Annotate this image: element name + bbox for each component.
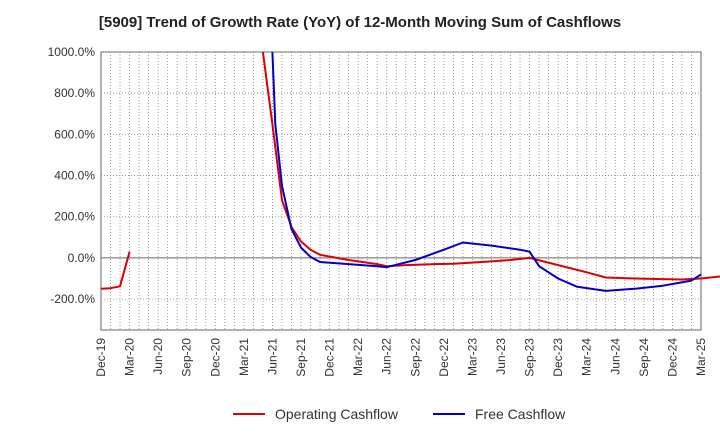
x-tick-label: Dec-20 — [208, 338, 222, 377]
x-tick-label: Dec-19 — [94, 338, 108, 377]
x-tick-label: Dec-24 — [665, 338, 679, 377]
x-tick-label: Jun-23 — [494, 338, 508, 375]
axis-layer: -200.0% 0.0% 200.0% 400.0% 600.0% 800.0% 1000.… — [48, 45, 708, 377]
legend-label: Free Cashflow — [475, 406, 566, 422]
series-line-0 — [100, 51, 720, 290]
y-tick-label: -200.0% — [50, 292, 95, 306]
legend-layer: Operating Cashflow Free Cashflow — [233, 406, 566, 422]
y-tick-label: 1000.0% — [48, 45, 96, 59]
x-tick-label: Jun-24 — [608, 338, 622, 375]
x-tick-label: Sep-24 — [637, 338, 651, 377]
y-tick-label: 400.0% — [54, 169, 95, 183]
grid-layer — [100, 51, 702, 331]
x-tick-label: Sep-22 — [408, 338, 422, 377]
series-line-1 — [271, 51, 702, 292]
x-tick-label: Mar-22 — [351, 338, 365, 376]
y-tick-label: 200.0% — [54, 210, 95, 224]
x-tick-label: Jun-21 — [265, 338, 279, 375]
x-tick-label: Sep-20 — [180, 338, 194, 377]
x-tick-label: Mar-24 — [580, 338, 594, 376]
x-tick-label: Jun-20 — [151, 338, 165, 375]
x-tick-label: Mar-25 — [694, 338, 708, 376]
chart-title: [5909] Trend of Growth Rate (YoY) of 12-… — [98, 14, 622, 31]
x-tick-label: Dec-21 — [323, 338, 337, 377]
series-layer — [100, 51, 720, 292]
legend-label: Operating Cashflow — [275, 406, 399, 422]
x-tick-label: Sep-23 — [523, 338, 537, 377]
x-tick-label: Jun-22 — [380, 338, 394, 375]
x-tick-label: Mar-20 — [123, 338, 137, 376]
y-tick-label: 0.0% — [68, 251, 96, 265]
x-tick-label: Dec-22 — [437, 338, 451, 377]
x-tick-label: Sep-21 — [294, 338, 308, 377]
x-tick-label: Dec-23 — [551, 338, 565, 377]
y-tick-label: 600.0% — [54, 127, 95, 141]
y-tick-label: 800.0% — [54, 86, 95, 100]
x-tick-label: Mar-21 — [237, 338, 251, 376]
x-tick-label: Mar-23 — [465, 338, 479, 376]
plot-frame — [100, 51, 702, 331]
